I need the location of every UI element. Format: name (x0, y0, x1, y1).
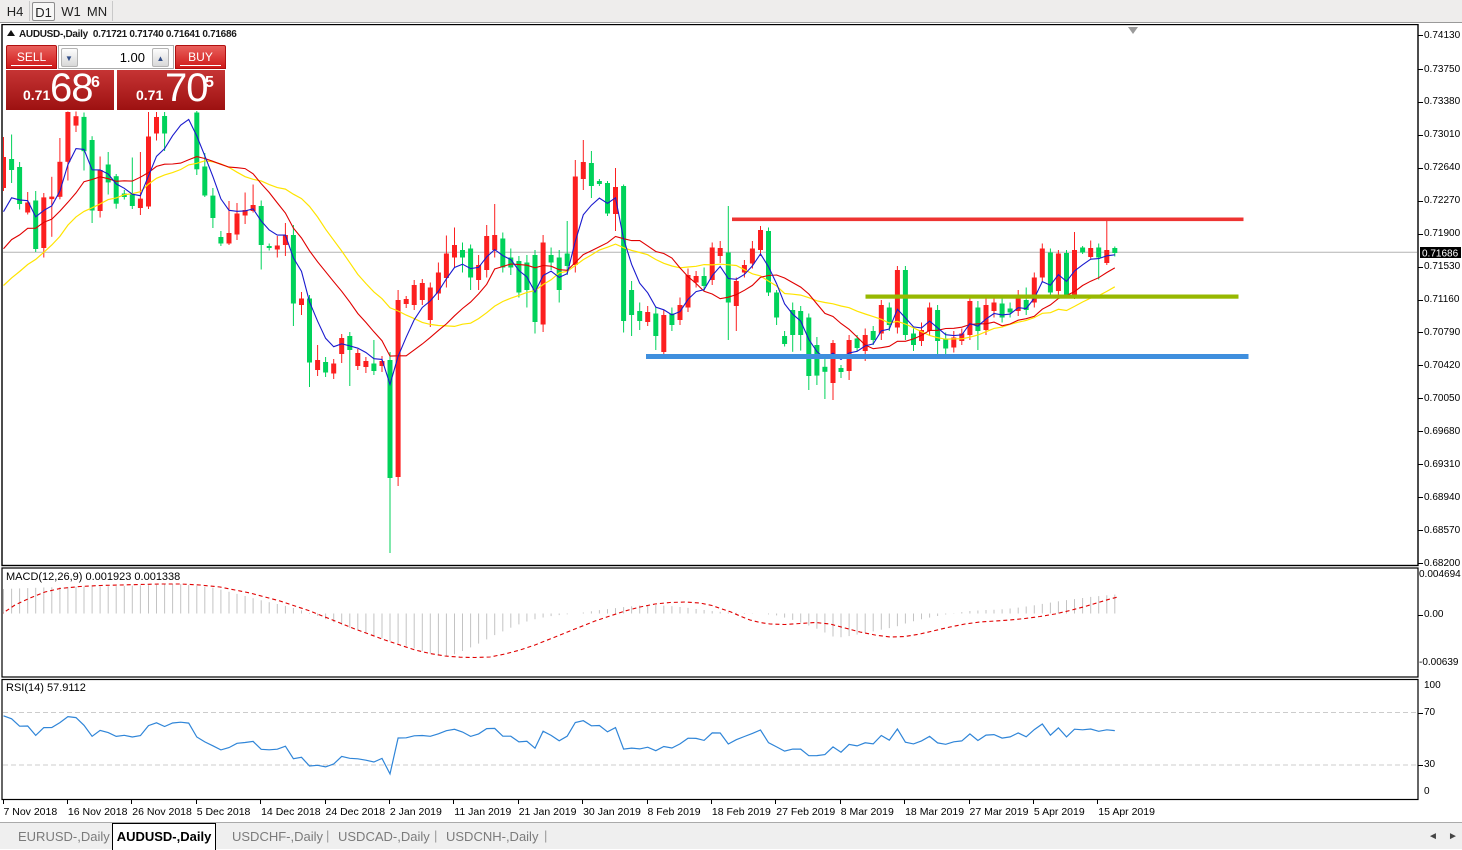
svg-text:0.71686: 0.71686 (1422, 249, 1459, 260)
